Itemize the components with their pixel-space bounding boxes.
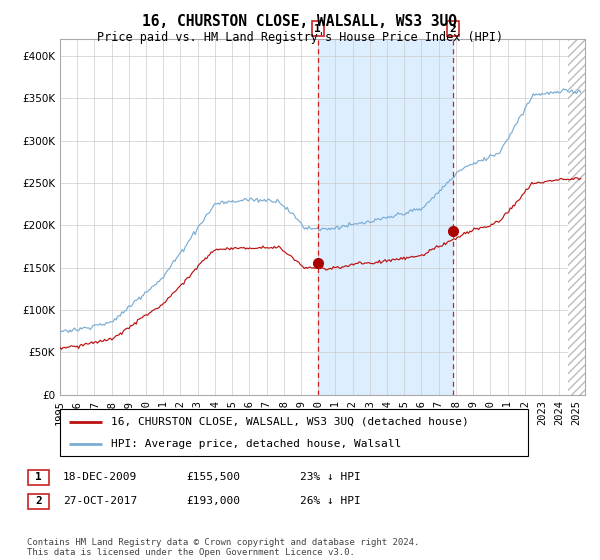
Text: HPI: Average price, detached house, Walsall: HPI: Average price, detached house, Wals… [112,438,402,449]
Text: 1: 1 [35,472,42,482]
Text: £155,500: £155,500 [186,472,240,482]
Text: £193,000: £193,000 [186,496,240,506]
Text: 26% ↓ HPI: 26% ↓ HPI [300,496,361,506]
Text: 27-OCT-2017: 27-OCT-2017 [63,496,137,506]
Text: 18-DEC-2009: 18-DEC-2009 [63,472,137,482]
Text: 16, CHURSTON CLOSE, WALSALL, WS3 3UQ (detached house): 16, CHURSTON CLOSE, WALSALL, WS3 3UQ (de… [112,417,469,427]
Text: 16, CHURSTON CLOSE, WALSALL, WS3 3UQ: 16, CHURSTON CLOSE, WALSALL, WS3 3UQ [143,14,458,29]
Text: Price paid vs. HM Land Registry's House Price Index (HPI): Price paid vs. HM Land Registry's House … [97,31,503,44]
Bar [317,39,453,395]
Text: 2: 2 [35,496,42,506]
Text: Contains HM Land Registry data © Crown copyright and database right 2024.
This d: Contains HM Land Registry data © Crown c… [27,538,419,557]
Text: 1: 1 [314,24,321,34]
Text: 23% ↓ HPI: 23% ↓ HPI [300,472,361,482]
Text: 2: 2 [449,24,456,34]
